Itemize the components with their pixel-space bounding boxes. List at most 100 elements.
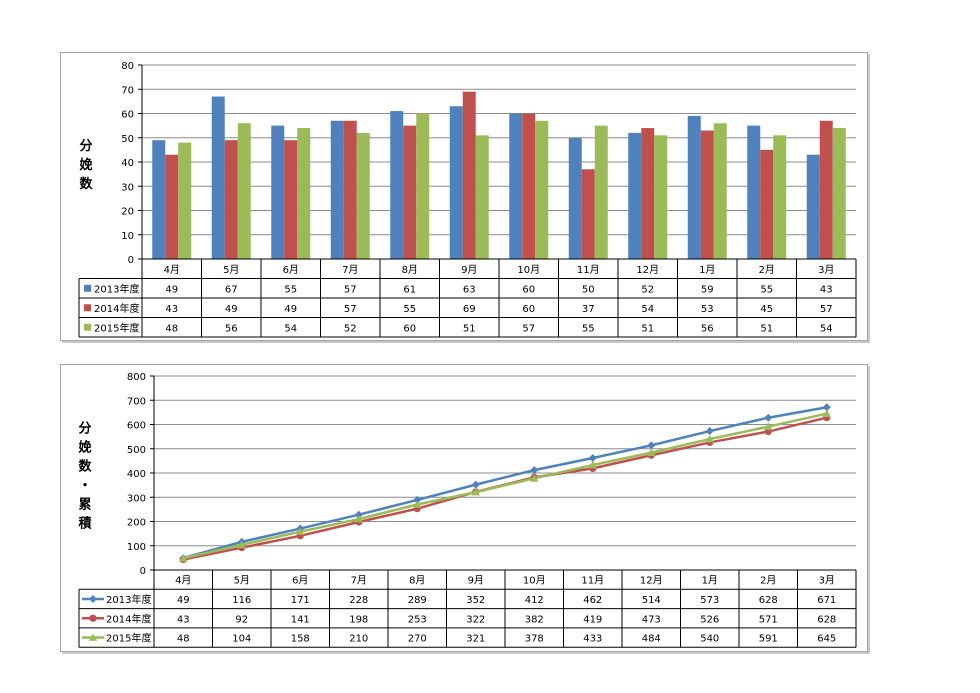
bar-2013年度 (687, 115, 701, 259)
data-label: 433 (583, 634, 602, 645)
y-tick-label: 40 (121, 158, 134, 169)
bar-2013年度 (568, 137, 582, 259)
bar-2015年度 (654, 135, 668, 259)
point-2013年度 (705, 427, 714, 436)
data-label: 198 (349, 614, 368, 625)
y-tick-label: 0 (140, 566, 146, 577)
data-label: 540 (700, 634, 719, 645)
bar-2014年度 (224, 140, 238, 259)
point-2013年度 (764, 413, 773, 422)
data-label: 43 (177, 614, 190, 625)
data-label: 43 (165, 304, 178, 315)
legend-label: 2013年度 (94, 282, 139, 295)
legend-key-2015年度 (84, 323, 91, 331)
x-tick-label: 1月 (699, 264, 715, 276)
y-tick-label: 10 (121, 231, 134, 242)
data-label: 378 (525, 634, 544, 645)
y-tick-label: 500 (127, 445, 146, 456)
data-label: 352 (466, 595, 485, 606)
data-label: 45 (760, 304, 773, 315)
data-label: 55 (582, 323, 595, 334)
bar-2014年度 (403, 125, 417, 259)
bar-2013年度 (628, 132, 642, 259)
data-label: 382 (525, 614, 544, 625)
legend-label: 2014年度 (94, 302, 139, 315)
x-tick-label: 12月 (636, 264, 659, 276)
x-tick-label: 10月 (523, 575, 546, 587)
point-2015年度 (354, 514, 363, 523)
x-tick-label: 5月 (234, 575, 250, 587)
y-tick-label: 400 (127, 469, 146, 480)
data-label: 56 (701, 323, 714, 334)
point-2015年度 (413, 500, 422, 508)
x-tick-label: 4月 (175, 575, 191, 587)
bar-2013年度 (806, 154, 820, 259)
x-tick-label: 8月 (409, 575, 425, 587)
y-tick-label: 100 (127, 542, 146, 553)
bar-2015年度 (535, 120, 549, 260)
bar-2014年度 (343, 120, 357, 260)
x-tick-label: 3月 (818, 264, 834, 276)
point-2015年度 (822, 409, 831, 417)
y-tick-label: 600 (127, 421, 146, 432)
x-tick-label: 5月 (223, 264, 239, 276)
data-label: 158 (291, 634, 310, 645)
point-2013年度 (471, 480, 480, 489)
x-tick-label: 12月 (640, 575, 663, 587)
data-label: 48 (165, 323, 178, 334)
point-2015年度 (588, 460, 597, 469)
data-label: 671 (817, 595, 836, 606)
data-label: 473 (642, 614, 661, 625)
data-label: 61 (403, 284, 416, 295)
point-2015年度 (705, 434, 714, 443)
data-label: 92 (235, 614, 248, 625)
legend-label: 2015年度 (94, 321, 139, 334)
data-label: 56 (225, 323, 238, 334)
legend-marker-2015年度 (88, 633, 98, 641)
legend-marker-2014年度 (89, 614, 97, 622)
bar-2015年度 (297, 128, 311, 259)
data-label: 50 (582, 284, 595, 295)
data-label: 628 (817, 614, 836, 625)
y-tick-label: 70 (121, 85, 134, 96)
data-label: 54 (641, 304, 654, 315)
y-axis-label: 分娩数 (78, 138, 93, 192)
x-tick-label: 7月 (351, 575, 367, 587)
y-tick-label: 700 (127, 396, 146, 407)
line-chart-panel: 0 100 200 300 400 500 600 700 800 分娩数・累積 4月 5月 6月 7月 8… (60, 364, 868, 652)
data-label: 645 (817, 634, 836, 645)
point-2013年度 (647, 441, 656, 450)
data-label: 514 (642, 595, 661, 606)
bar-2015年度 (178, 142, 192, 259)
bar-2015年度 (416, 113, 430, 259)
x-tick-label: 9月 (468, 575, 484, 587)
bar-2015年度 (832, 128, 846, 259)
point-2013年度 (588, 453, 597, 462)
data-label: 43 (820, 284, 833, 295)
bar-chart-panel: 0 10 20 30 40 50 60 70 80 分娩数 4月 5月 6月 7月 8月 9月 10月 11月 12… (60, 52, 868, 341)
bar-2015年度 (237, 123, 251, 259)
bar-2014年度 (462, 91, 476, 259)
y-tick-label: 0 (128, 255, 134, 266)
point-2013年度 (413, 495, 422, 504)
data-label: 51 (641, 323, 654, 334)
bar-2013年度 (152, 140, 166, 259)
data-label: 63 (463, 284, 476, 295)
bar-2015年度 (594, 125, 608, 259)
x-tick-label: 1月 (702, 575, 718, 587)
data-label: 270 (408, 634, 427, 645)
bar-2014年度 (641, 128, 655, 259)
y-tick-label: 20 (121, 207, 134, 218)
x-tick-label: 6月 (283, 264, 299, 276)
bar-2013年度 (509, 113, 523, 259)
data-label: 141 (291, 614, 310, 625)
bar-2013年度 (390, 111, 404, 259)
x-tick-label: 2月 (760, 575, 776, 587)
legend-key-2013年度 (84, 284, 91, 292)
data-label: 104 (232, 634, 251, 645)
data-label: 54 (820, 323, 833, 334)
x-tick-label: 8月 (402, 264, 418, 276)
legend-label: 2015年度 (106, 632, 151, 645)
bar-2015年度 (713, 123, 727, 259)
data-label: 67 (225, 284, 238, 295)
